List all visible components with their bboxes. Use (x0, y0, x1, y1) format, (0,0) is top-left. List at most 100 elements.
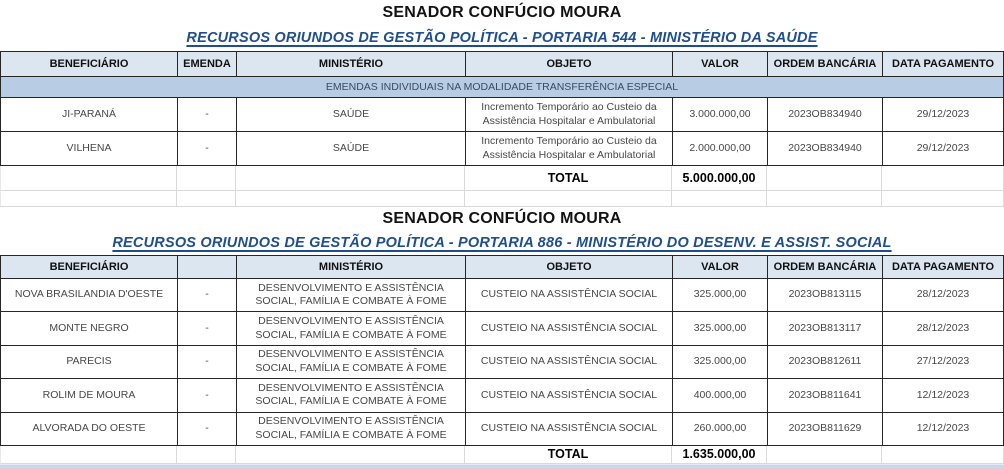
section2-subtitle-text: RECURSOS ORIUNDOS DE GESTÃO POLÍTICA - P… (112, 235, 892, 251)
cell-data-pagamento: 12/12/2023 (883, 379, 1004, 413)
empty-cell (177, 166, 236, 191)
cell-ministerio: DESENVOLVIMENTO E ASSISTÊNCIA SOCIAL, FA… (237, 279, 466, 313)
cell-beneficiario: JI-PARANÁ (1, 98, 178, 132)
empty-cell (236, 166, 465, 191)
cell-beneficiario: MONTE NEGRO (1, 312, 178, 346)
cell-data-pagamento: 29/12/2023 (883, 98, 1004, 132)
empty-cell (0, 445, 177, 464)
table2-header-ministerio: MINISTÉRIO (237, 256, 466, 279)
cell-valor: 3.000.000,00 (673, 98, 768, 132)
cell-data-pagamento: 27/12/2023 (883, 345, 1004, 380)
cell-beneficiario: PARECIS (1, 345, 178, 380)
cell-ordem-bancaria: 2023OB813117 (768, 312, 883, 346)
table1-header-data-pagamento: DATA PAGAMENTO (883, 52, 1004, 77)
cell-objeto: Incremento Temporário ao Custeio da Assi… (466, 98, 673, 132)
cell-data-pagamento: 29/12/2023 (883, 132, 1004, 166)
empty-cell (882, 191, 1004, 207)
cell-emenda: - (178, 312, 237, 346)
table-portaria-886: BENEFICIÁRIO MINISTÉRIO OBJETO VALOR ORD… (0, 255, 1004, 446)
cell-emenda: - (178, 345, 237, 380)
table1-header-row: BENEFICIÁRIO EMENDA MINISTÉRIO OBJETO VA… (1, 52, 1004, 77)
section2-title: SENADOR CONFÚCIO MOURA (382, 210, 622, 227)
cell-objeto: Incremento Temporário ao Custeio da Assi… (466, 132, 673, 166)
table2-row-nova-brasilandia: NOVA BRASILANDIA D'OESTE - DESENVOLVIMEN… (1, 279, 1004, 313)
cell-ministerio: DESENVOLVIMENTO E ASSISTÊNCIA SOCIAL, FA… (237, 312, 466, 346)
empty-grid-row (0, 191, 1004, 207)
table2-row-alvorada-do-oeste: ALVORADA DO OESTE - DESENVOLVIMENTO E AS… (1, 412, 1004, 446)
table2-header-emenda-blank (178, 256, 237, 279)
section1-subtitle: RECURSOS ORIUNDOS DE GESTÃO POLÍTICA - P… (0, 25, 1004, 51)
cell-data-pagamento: 12/12/2023 (883, 412, 1004, 446)
cell-beneficiario: NOVA BRASILANDIA D'OESTE (1, 279, 178, 313)
section1-title: SENADOR CONFÚCIO MOURA (382, 3, 622, 21)
cell-emenda: - (178, 379, 237, 413)
table1-header-objeto: OBJETO (466, 52, 673, 77)
cell-ministerio: DESENVOLVIMENTO E ASSISTÊNCIA SOCIAL, FA… (237, 379, 466, 413)
empty-cell (882, 445, 1004, 464)
table1-header-emenda: EMENDA (178, 52, 237, 77)
partial-next-row-strip (0, 463, 1004, 469)
table1-row-vilhena: VILHENA - SAÚDE Incremento Temporário ao… (1, 132, 1004, 166)
empty-cell (882, 166, 1004, 191)
cell-ordem-bancaria: 2023OB834940 (768, 132, 883, 166)
empty-cell (465, 191, 672, 207)
table1-header-ministerio: MINISTÉRIO (237, 52, 466, 77)
cell-valor: 260.000,00 (673, 412, 768, 446)
cell-emenda: - (178, 98, 237, 132)
table2-header-objeto: OBJETO (466, 256, 673, 279)
cell-valor: 400.000,00 (673, 379, 768, 413)
table2-header-data-pagamento: DATA PAGAMENTO (883, 256, 1004, 279)
cell-valor: 325.000,00 (673, 345, 768, 380)
empty-cell (672, 191, 767, 207)
cell-objeto: CUSTEIO NA ASSISTÊNCIA SOCIAL (466, 379, 673, 413)
table1-band-label: EMENDAS INDIVIDUAIS NA MODALIDADE TRANSF… (1, 77, 1004, 98)
table2-header-valor: VALOR (673, 256, 768, 279)
empty-cell (177, 191, 236, 207)
cell-beneficiario: ALVORADA DO OESTE (1, 412, 178, 446)
cell-ministerio: SAÚDE (237, 98, 466, 132)
cell-emenda: - (178, 412, 237, 446)
cell-objeto: CUSTEIO NA ASSISTÊNCIA SOCIAL (466, 345, 673, 380)
table2-row-parecis: PARECIS - DESENVOLVIMENTO E ASSISTÊNCIA … (1, 345, 1004, 380)
cell-ordem-bancaria: 2023OB811641 (768, 379, 883, 413)
cell-beneficiario: VILHENA (1, 132, 178, 166)
cell-valor: 325.000,00 (673, 279, 768, 313)
table1-header-ordem-bancaria: ORDEM BANCÁRIA (768, 52, 883, 77)
cell-objeto: CUSTEIO NA ASSISTÊNCIA SOCIAL (466, 412, 673, 446)
cell-valor: 325.000,00 (673, 312, 768, 346)
table2-header-ordem-bancaria: ORDEM BANCÁRIA (768, 256, 883, 279)
cell-emenda: - (178, 132, 237, 166)
empty-cell (767, 191, 882, 207)
cell-beneficiario: ROLIM DE MOURA (1, 379, 178, 413)
cell-ministerio: SAÚDE (237, 132, 466, 166)
table2-row-rolim-de-moura: ROLIM DE MOURA - DESENVOLVIMENTO E ASSIS… (1, 379, 1004, 413)
table2-total-row: TOTAL 1.635.000,00 (0, 445, 1004, 464)
table2-total-label: TOTAL (465, 445, 672, 464)
empty-cell (0, 191, 177, 207)
table1-row-ji-parana: JI-PARANÁ - SAÚDE Incremento Temporário … (1, 98, 1004, 132)
table2-total-value: 1.635.000,00 (672, 445, 767, 464)
empty-cell (0, 166, 177, 191)
cell-ordem-bancaria: 2023OB812611 (768, 345, 883, 380)
table2-header-beneficiario: BENEFICIÁRIO (1, 256, 178, 279)
cell-data-pagamento: 28/12/2023 (883, 279, 1004, 313)
cell-ordem-bancaria: 2023OB811629 (768, 412, 883, 446)
empty-cell (236, 191, 465, 207)
table1-total-value: 5.000.000,00 (672, 166, 767, 191)
empty-cell (767, 166, 882, 191)
table1-total-row: TOTAL 5.000.000,00 (0, 166, 1004, 191)
cell-ordem-bancaria: 2023OB834940 (768, 98, 883, 132)
table1-total-label: TOTAL (465, 166, 672, 191)
table-portaria-544: BENEFICIÁRIO EMENDA MINISTÉRIO OBJETO VA… (0, 51, 1004, 166)
empty-cell (767, 445, 882, 464)
cell-objeto: CUSTEIO NA ASSISTÊNCIA SOCIAL (466, 279, 673, 313)
section1-subtitle-text: RECURSOS ORIUNDOS DE GESTÃO POLÍTICA - P… (186, 30, 818, 46)
table1-header-valor: VALOR (673, 52, 768, 77)
table2-row-monte-negro: MONTE NEGRO - DESENVOLVIMENTO E ASSISTÊN… (1, 312, 1004, 346)
empty-cell (236, 445, 465, 464)
table1-band-row: EMENDAS INDIVIDUAIS NA MODALIDADE TRANSF… (1, 77, 1004, 98)
table2-header-row: BENEFICIÁRIO MINISTÉRIO OBJETO VALOR ORD… (1, 256, 1004, 279)
table1-header-beneficiario: BENEFICIÁRIO (1, 52, 178, 77)
cell-objeto: CUSTEIO NA ASSISTÊNCIA SOCIAL (466, 312, 673, 346)
